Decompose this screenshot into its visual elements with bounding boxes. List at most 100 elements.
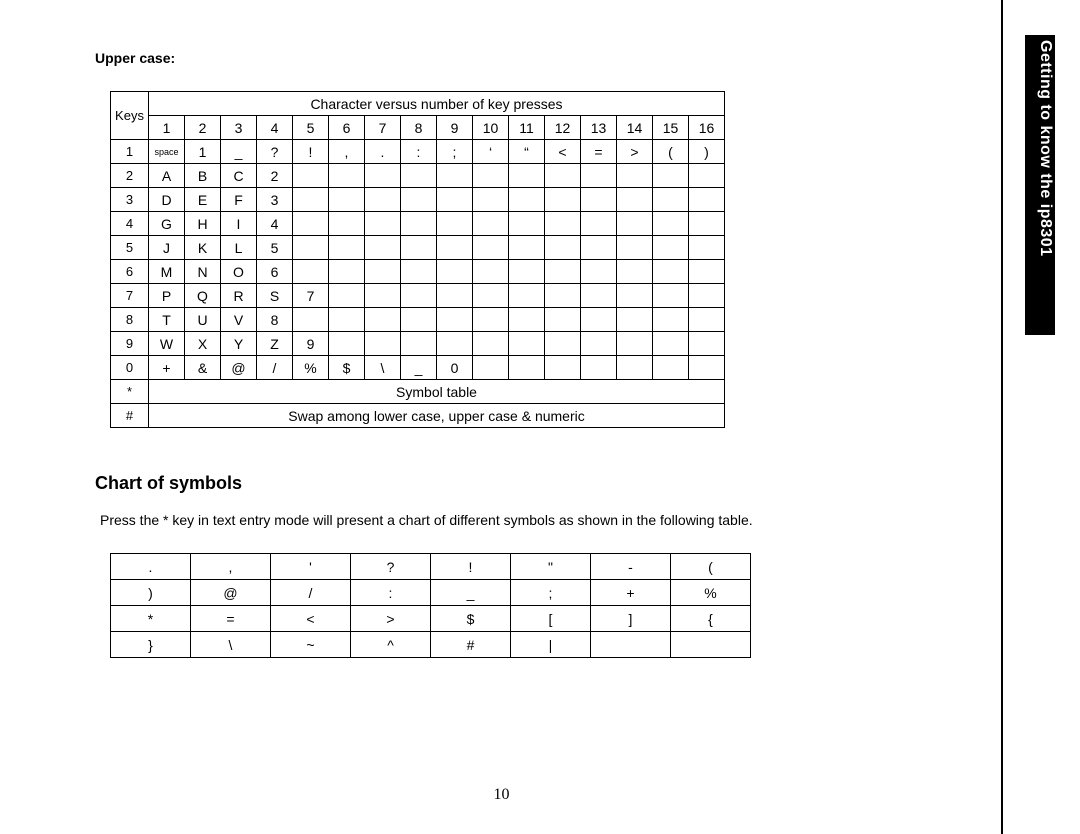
symbol-cell: \ [191, 632, 271, 658]
key-cell [401, 164, 437, 188]
key-cell [437, 164, 473, 188]
symbol-table: .,'?!"-()@/:_;+%*=<>$[]{}\~^#| [110, 553, 751, 658]
symbol-cell: < [271, 606, 351, 632]
key-cell [401, 332, 437, 356]
key-cell [401, 188, 437, 212]
key-cell [437, 332, 473, 356]
key-cell [653, 188, 689, 212]
symbol-cell: - [591, 554, 671, 580]
key-cell [437, 188, 473, 212]
key-cell: @ [221, 356, 257, 380]
key-label: 6 [111, 260, 149, 284]
symbol-cell: , [191, 554, 271, 580]
key-cell: 4 [257, 212, 293, 236]
key-cell: U [185, 308, 221, 332]
symbol-cell: ] [591, 606, 671, 632]
press-col-header: 15 [653, 116, 689, 140]
key-cell [473, 284, 509, 308]
key-label: 1 [111, 140, 149, 164]
symbol-cell: $ [431, 606, 511, 632]
key-span-row: Symbol table [149, 380, 725, 404]
symbol-cell: = [191, 606, 271, 632]
key-cell [329, 212, 365, 236]
key-cell [293, 212, 329, 236]
key-cell: H [185, 212, 221, 236]
key-cell: T [149, 308, 185, 332]
key-label: 2 [111, 164, 149, 188]
key-cell [437, 308, 473, 332]
key-cell: _ [221, 140, 257, 164]
key-cell [437, 260, 473, 284]
key-cell [617, 308, 653, 332]
key-cell: : [401, 140, 437, 164]
symbol-cell: % [671, 580, 751, 606]
key-cell [653, 332, 689, 356]
key-cell [509, 212, 545, 236]
key-cell [473, 332, 509, 356]
key-cell [581, 308, 617, 332]
key-cell [509, 308, 545, 332]
key-cell [653, 236, 689, 260]
press-col-header: 13 [581, 116, 617, 140]
key-cell [581, 332, 617, 356]
key-cell [437, 236, 473, 260]
key-cell [545, 212, 581, 236]
key-cell [293, 260, 329, 284]
press-col-header: 6 [329, 116, 365, 140]
symbol-cell: _ [431, 580, 511, 606]
key-cell: $ [329, 356, 365, 380]
symbol-cell: # [431, 632, 511, 658]
key-cell: 5 [257, 236, 293, 260]
key-cell: I [221, 212, 257, 236]
key-cell [581, 356, 617, 380]
key-cell: 8 [257, 308, 293, 332]
key-label: 8 [111, 308, 149, 332]
key-cell [653, 356, 689, 380]
content-area: Upper case: KeysCharacter versus number … [0, 50, 880, 658]
symbol-cell: ( [671, 554, 751, 580]
key-cell [653, 164, 689, 188]
key-cell [617, 212, 653, 236]
press-col-header: 4 [257, 116, 293, 140]
key-cell: P [149, 284, 185, 308]
press-col-header: 10 [473, 116, 509, 140]
key-cell [617, 236, 653, 260]
key-cell [329, 308, 365, 332]
key-cell: D [149, 188, 185, 212]
symbol-cell [671, 632, 751, 658]
key-cell [689, 308, 725, 332]
key-cell: V [221, 308, 257, 332]
key-cell: R [221, 284, 257, 308]
symbol-cell: { [671, 606, 751, 632]
key-cell [509, 260, 545, 284]
key-cell: < [545, 140, 581, 164]
key-cell [653, 284, 689, 308]
key-cell [653, 260, 689, 284]
key-cell [689, 260, 725, 284]
key-cell: 2 [257, 164, 293, 188]
key-label: 5 [111, 236, 149, 260]
key-cell: . [365, 140, 401, 164]
key-cell [509, 236, 545, 260]
key-cell [617, 332, 653, 356]
key-cell [365, 284, 401, 308]
key-cell [545, 356, 581, 380]
key-cell [545, 260, 581, 284]
key-cell [545, 236, 581, 260]
key-label: 3 [111, 188, 149, 212]
key-cell [401, 284, 437, 308]
span-header: Character versus number of key presses [149, 92, 725, 116]
key-cell: & [185, 356, 221, 380]
key-cell: 9 [293, 332, 329, 356]
key-cell: 1 [185, 140, 221, 164]
key-cell: J [149, 236, 185, 260]
press-col-header: 3 [221, 116, 257, 140]
key-cell [617, 356, 653, 380]
key-cell [329, 164, 365, 188]
key-cell: “ [509, 140, 545, 164]
key-cell: 3 [257, 188, 293, 212]
upper-case-label: Upper case: [95, 50, 880, 66]
key-cell: space [149, 140, 185, 164]
key-cell: F [221, 188, 257, 212]
key-label: * [111, 380, 149, 404]
